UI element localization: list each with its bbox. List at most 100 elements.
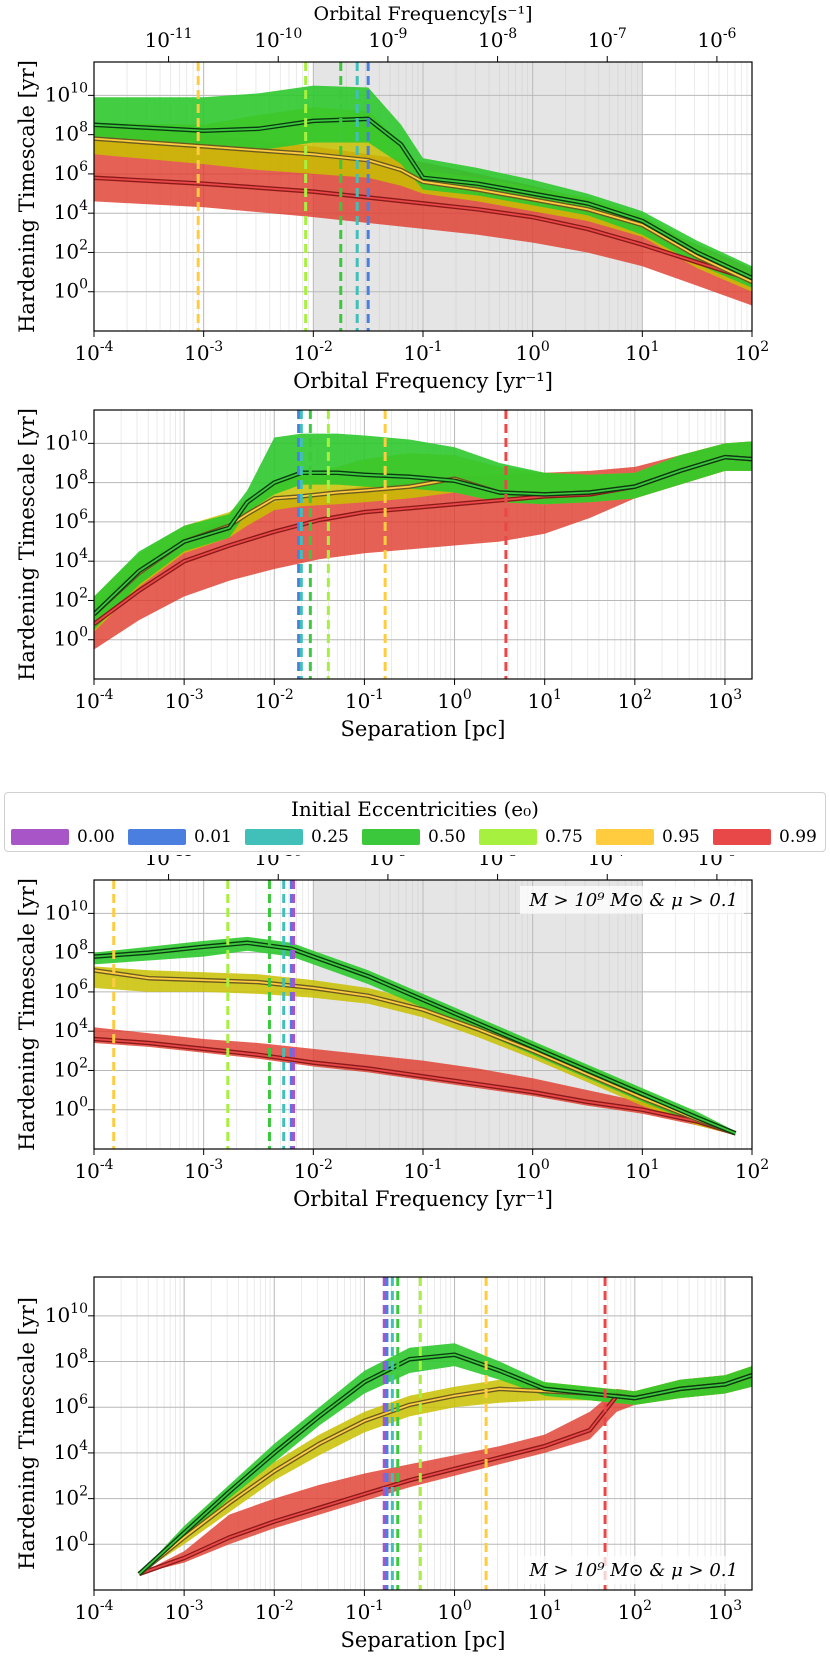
- legend-row: 0.00 0.01 0.25 0.50 0.75 0.95 0.99: [5, 825, 825, 849]
- x-tick-label: 102: [618, 687, 652, 713]
- top-tick-label: 10-11: [145, 26, 193, 52]
- legend-swatch: [479, 829, 537, 845]
- x-tick-label: 10-3: [165, 687, 204, 713]
- top-tick-label: 10-9: [368, 26, 407, 52]
- x-tick-label: 10-1: [345, 687, 384, 713]
- median-line-e-0.95: [94, 969, 736, 1135]
- x-tick-label: 10-3: [165, 1598, 204, 1624]
- band-e-0.50: [139, 1343, 752, 1574]
- y-tick-label: 106: [54, 977, 88, 1003]
- y-tick-label: 102: [54, 1484, 88, 1510]
- x-tick-label: 10-2: [255, 1598, 294, 1624]
- chart-separation-massive: 10-4 10-3 10-2 10-1 100 101 102 103 100 102 104 106…: [15, 1276, 753, 1652]
- y-tick-label: 108: [54, 938, 88, 964]
- legend-swatch: [128, 829, 186, 845]
- y-tick-label: 106: [54, 1392, 88, 1418]
- x-tick-label: 101: [527, 687, 561, 713]
- chart-separation-all: 10-4 10-3 10-2 10-1 100 101 102 103 100 102 104 106…: [15, 408, 753, 741]
- y-tick-label: 1010: [45, 898, 88, 924]
- y-tick-label: 102: [54, 1055, 88, 1081]
- y-tick-label: 104: [54, 198, 88, 224]
- y-tick-label: 106: [54, 507, 88, 533]
- top-tick-label: 10-8: [478, 855, 517, 870]
- legend-swatch: [362, 829, 420, 845]
- y-axis-label: Hardening Timescale [yr]: [15, 1297, 39, 1570]
- chart-frequency-massive: 10-4 10-3 10-2 10-1 100 101 102 100 102 104 106 108…: [15, 855, 769, 1211]
- legend-item: 0.00: [11, 825, 115, 849]
- top-tick-label: 10-8: [478, 26, 517, 52]
- y-tick-label: 104: [54, 546, 88, 572]
- median-line-e-0.95: [94, 137, 752, 283]
- chart-frequency-all: 10-4 10-3 10-2 10-1 100 101 102 100 102 104 106 108…: [15, 3, 769, 393]
- x-tick-label: 10-2: [294, 339, 333, 365]
- y-tick-label: 1010: [45, 80, 88, 106]
- top-tick-label: 10-10: [254, 26, 302, 52]
- annotation-box: [520, 1556, 744, 1584]
- x-tick-label: 100: [515, 1157, 549, 1183]
- top-tick-label: 10-7: [588, 855, 627, 870]
- x-tick-label: 100: [437, 1598, 471, 1624]
- x-tick-label: 100: [515, 339, 549, 365]
- y-tick-label: 1010: [45, 1301, 88, 1327]
- band-e-0.50: [94, 85, 752, 288]
- legend-item: 0.25: [245, 825, 349, 849]
- legend-item: 0.95: [596, 825, 700, 849]
- annotation: M > 10⁹ M⊙ & μ > 0.1: [528, 890, 738, 911]
- y-tick-label: 108: [54, 1347, 88, 1373]
- legend-label: 0.01: [194, 827, 232, 847]
- x-axis-label: Separation [pc]: [341, 1628, 506, 1652]
- x-axis-label: Separation [pc]: [341, 717, 506, 741]
- y-axis-label: Hardening Timescale [yr]: [15, 60, 39, 333]
- top-tick-label: 10-7: [588, 26, 627, 52]
- annotation: M > 10⁹ M⊙ & μ > 0.1: [528, 1560, 738, 1581]
- x-tick-label: 10-4: [74, 687, 113, 713]
- x-tick-label: 10-1: [345, 1598, 384, 1624]
- x-tick-label: 102: [618, 1598, 652, 1624]
- top-tick-label: 10-10: [254, 855, 302, 870]
- x-tick-label: 10-4: [74, 1598, 113, 1624]
- legend-label: 0.95: [662, 827, 700, 847]
- x-tick-label: 103: [708, 1598, 742, 1624]
- shaded-region: [313, 880, 643, 1149]
- x-tick-label: 10-1: [403, 339, 442, 365]
- band-e-0.50: [94, 433, 752, 630]
- top-axis-label: Orbital Frequency[s⁻¹]: [314, 3, 533, 25]
- top-tick-label: 10-11: [145, 855, 193, 870]
- legend-swatch: [713, 829, 771, 845]
- y-tick-label: 100: [54, 1095, 88, 1121]
- x-tick-label: 10-2: [294, 1157, 333, 1183]
- x-tick-label: 10-2: [255, 687, 294, 713]
- x-tick-label: 101: [625, 1157, 659, 1183]
- legend-swatch: [245, 829, 303, 845]
- x-tick-label: 10-4: [74, 1157, 113, 1183]
- median-line-e-0.99: [94, 176, 752, 281]
- top-tick-label: 10-6: [697, 26, 736, 52]
- plot-frame: [93, 1276, 753, 1591]
- x-axis-label: Orbital Frequency [yr⁻¹]: [293, 369, 553, 393]
- legend-label: 0.50: [428, 827, 466, 847]
- legend-item: 0.01: [128, 825, 232, 849]
- y-tick-label: 108: [54, 120, 88, 146]
- band-e-0.95: [94, 107, 752, 292]
- x-tick-label: 103: [708, 687, 742, 713]
- legend-swatch: [596, 829, 654, 845]
- median-line-e-0.50: [94, 941, 736, 1135]
- y-tick-label: 100: [54, 1529, 88, 1555]
- legend-label: 0.25: [311, 827, 349, 847]
- y-tick-label: 102: [54, 585, 88, 611]
- median-line-e-0.50: [94, 118, 752, 279]
- x-tick-label: 101: [527, 1598, 561, 1624]
- legend: Initial Eccentricities (e₀) 0.00 0.01 0.25…: [4, 792, 826, 852]
- top-tick-label: 10-9: [368, 855, 407, 870]
- y-tick-label: 106: [54, 159, 88, 185]
- x-tick-label: 10-1: [403, 1157, 442, 1183]
- x-tick-label: 10-4: [74, 339, 113, 365]
- band-e-0.50: [94, 936, 736, 1136]
- legend-item: 0.99: [713, 825, 817, 849]
- legend-label: 0.75: [545, 827, 583, 847]
- top-tick-label: 10-6: [697, 855, 736, 870]
- y-tick-label: 108: [54, 468, 88, 494]
- legend-item: 0.75: [479, 825, 583, 849]
- y-tick-label: 100: [54, 277, 88, 303]
- x-axis-label: Orbital Frequency [yr⁻¹]: [293, 1187, 553, 1211]
